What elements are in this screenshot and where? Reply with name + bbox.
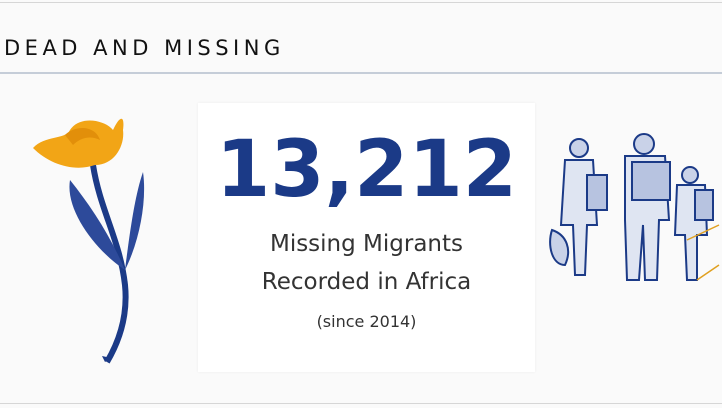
stat-card: 13,212 Missing Migrants Recorded in Afri… bbox=[198, 103, 535, 372]
stat-label: Recorded in Africa bbox=[261, 269, 472, 295]
flower-illustration bbox=[33, 118, 145, 364]
divider bbox=[0, 403, 722, 404]
people-illustration bbox=[549, 133, 720, 281]
stat-note: (since 2014) bbox=[316, 312, 417, 331]
stat-value: 13,212 bbox=[216, 125, 517, 215]
divider bbox=[0, 2, 722, 3]
stat-label: Missing Migrants bbox=[269, 231, 464, 257]
divider bbox=[0, 72, 722, 74]
section-title: DEAD AND MISSING bbox=[4, 36, 285, 60]
